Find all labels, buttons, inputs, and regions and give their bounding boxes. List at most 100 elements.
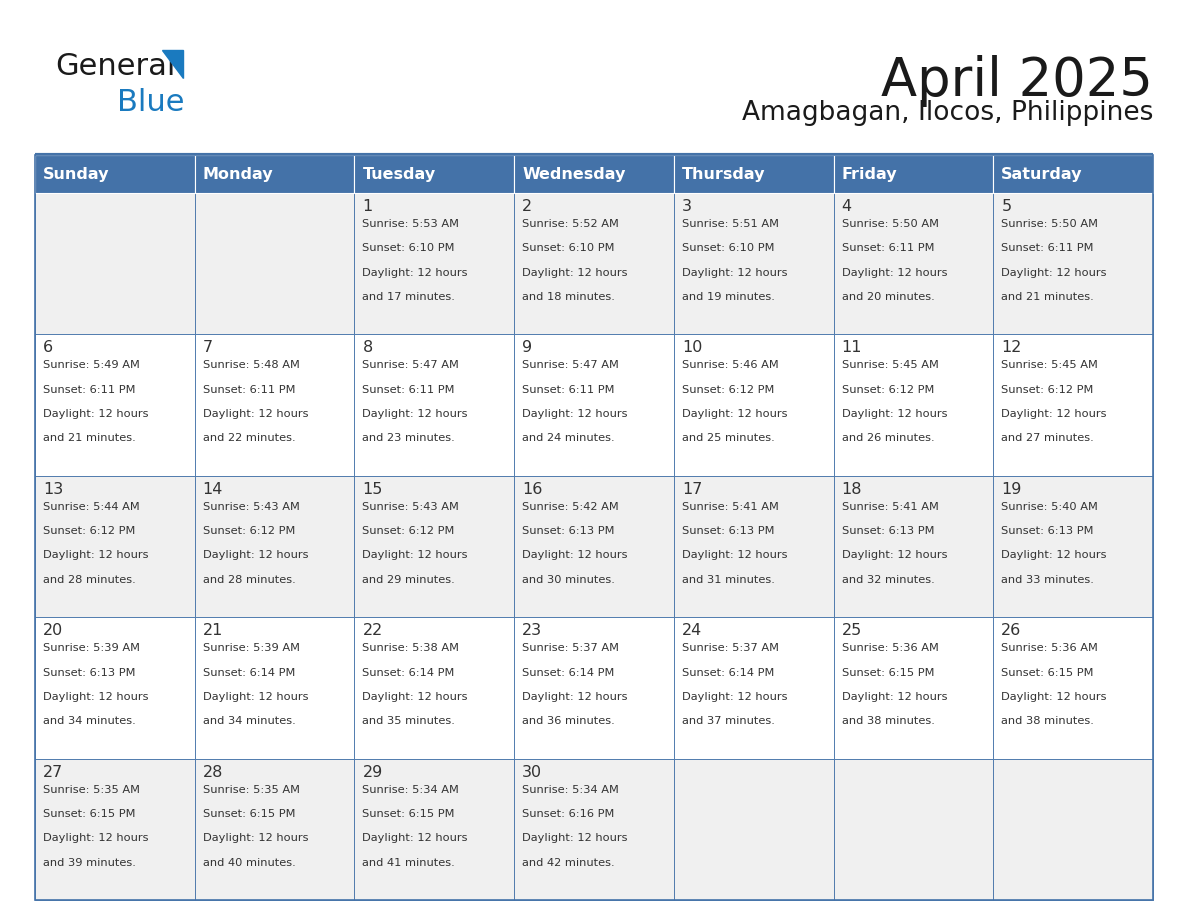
Text: Sunrise: 5:39 AM: Sunrise: 5:39 AM bbox=[203, 644, 299, 654]
Text: Sunset: 6:16 PM: Sunset: 6:16 PM bbox=[523, 809, 614, 819]
Bar bbox=[354, 193, 514, 334]
Text: Sunset: 6:11 PM: Sunset: 6:11 PM bbox=[841, 243, 934, 253]
Text: and 28 minutes.: and 28 minutes. bbox=[43, 575, 135, 585]
Text: and 32 minutes.: and 32 minutes. bbox=[841, 575, 934, 585]
Bar bbox=[354, 334, 514, 476]
Bar bbox=[993, 155, 1154, 193]
Text: Amagbagan, Ilocos, Philippines: Amagbagan, Ilocos, Philippines bbox=[741, 100, 1154, 126]
Bar bbox=[514, 758, 674, 900]
Text: 9: 9 bbox=[523, 341, 532, 355]
Bar bbox=[674, 617, 834, 758]
Bar bbox=[674, 193, 834, 334]
Text: 24: 24 bbox=[682, 623, 702, 638]
Bar bbox=[674, 155, 834, 193]
Bar bbox=[834, 334, 993, 476]
Text: Sunrise: 5:48 AM: Sunrise: 5:48 AM bbox=[203, 361, 299, 370]
Text: April 2025: April 2025 bbox=[881, 55, 1154, 107]
Text: General: General bbox=[55, 52, 176, 81]
Bar bbox=[354, 155, 514, 193]
Text: Daylight: 12 hours: Daylight: 12 hours bbox=[1001, 268, 1107, 277]
Text: Sunrise: 5:36 AM: Sunrise: 5:36 AM bbox=[1001, 644, 1098, 654]
Text: and 28 minutes.: and 28 minutes. bbox=[203, 575, 296, 585]
Text: and 26 minutes.: and 26 minutes. bbox=[841, 433, 934, 443]
Text: 1: 1 bbox=[362, 199, 373, 214]
Bar bbox=[34, 193, 195, 334]
Text: and 35 minutes.: and 35 minutes. bbox=[362, 716, 455, 726]
Text: Daylight: 12 hours: Daylight: 12 hours bbox=[1001, 409, 1107, 419]
Text: and 38 minutes.: and 38 minutes. bbox=[1001, 716, 1094, 726]
Text: Sunrise: 5:46 AM: Sunrise: 5:46 AM bbox=[682, 361, 778, 370]
Text: Daylight: 12 hours: Daylight: 12 hours bbox=[362, 834, 468, 844]
Bar bbox=[195, 617, 354, 758]
Text: 30: 30 bbox=[523, 765, 542, 779]
Text: and 25 minutes.: and 25 minutes. bbox=[682, 433, 775, 443]
Bar bbox=[34, 617, 195, 758]
Text: Sunset: 6:15 PM: Sunset: 6:15 PM bbox=[203, 809, 295, 819]
Text: Sunset: 6:12 PM: Sunset: 6:12 PM bbox=[43, 526, 135, 536]
Text: and 42 minutes.: and 42 minutes. bbox=[523, 857, 614, 868]
Text: Sunset: 6:12 PM: Sunset: 6:12 PM bbox=[203, 526, 295, 536]
Text: Daylight: 12 hours: Daylight: 12 hours bbox=[841, 409, 947, 419]
Text: 20: 20 bbox=[43, 623, 63, 638]
Text: Daylight: 12 hours: Daylight: 12 hours bbox=[1001, 551, 1107, 560]
Text: Sunrise: 5:35 AM: Sunrise: 5:35 AM bbox=[43, 785, 140, 795]
Text: and 30 minutes.: and 30 minutes. bbox=[523, 575, 615, 585]
Text: Sunrise: 5:39 AM: Sunrise: 5:39 AM bbox=[43, 644, 140, 654]
Text: and 33 minutes.: and 33 minutes. bbox=[1001, 575, 1094, 585]
Text: Sunrise: 5:35 AM: Sunrise: 5:35 AM bbox=[203, 785, 299, 795]
Bar bbox=[514, 193, 674, 334]
Text: Sunrise: 5:40 AM: Sunrise: 5:40 AM bbox=[1001, 502, 1098, 512]
Text: 23: 23 bbox=[523, 623, 542, 638]
Text: Sunset: 6:11 PM: Sunset: 6:11 PM bbox=[1001, 243, 1094, 253]
Text: 17: 17 bbox=[682, 482, 702, 497]
Text: Daylight: 12 hours: Daylight: 12 hours bbox=[1001, 692, 1107, 702]
Text: Sunset: 6:12 PM: Sunset: 6:12 PM bbox=[1001, 385, 1094, 395]
Text: Daylight: 12 hours: Daylight: 12 hours bbox=[43, 834, 148, 844]
Text: 3: 3 bbox=[682, 199, 691, 214]
Text: Sunset: 6:13 PM: Sunset: 6:13 PM bbox=[1001, 526, 1094, 536]
Text: Daylight: 12 hours: Daylight: 12 hours bbox=[682, 551, 788, 560]
Text: Daylight: 12 hours: Daylight: 12 hours bbox=[523, 834, 627, 844]
Text: Sunrise: 5:44 AM: Sunrise: 5:44 AM bbox=[43, 502, 140, 512]
Text: Sunset: 6:15 PM: Sunset: 6:15 PM bbox=[841, 667, 934, 677]
Text: Daylight: 12 hours: Daylight: 12 hours bbox=[362, 268, 468, 277]
Text: 7: 7 bbox=[203, 341, 213, 355]
Text: and 36 minutes.: and 36 minutes. bbox=[523, 716, 615, 726]
Text: Sunset: 6:14 PM: Sunset: 6:14 PM bbox=[362, 667, 455, 677]
Text: Saturday: Saturday bbox=[1001, 166, 1082, 182]
Text: Sunset: 6:11 PM: Sunset: 6:11 PM bbox=[43, 385, 135, 395]
Text: Sunrise: 5:34 AM: Sunrise: 5:34 AM bbox=[523, 785, 619, 795]
Bar bbox=[993, 476, 1154, 617]
Text: and 41 minutes.: and 41 minutes. bbox=[362, 857, 455, 868]
Bar bbox=[195, 476, 354, 617]
Text: Sunset: 6:10 PM: Sunset: 6:10 PM bbox=[682, 243, 775, 253]
Text: and 37 minutes.: and 37 minutes. bbox=[682, 716, 775, 726]
Text: 28: 28 bbox=[203, 765, 223, 779]
Bar bbox=[34, 155, 1154, 900]
Text: 18: 18 bbox=[841, 482, 862, 497]
Text: Daylight: 12 hours: Daylight: 12 hours bbox=[841, 268, 947, 277]
Text: Daylight: 12 hours: Daylight: 12 hours bbox=[523, 409, 627, 419]
Text: Daylight: 12 hours: Daylight: 12 hours bbox=[841, 692, 947, 702]
Text: Daylight: 12 hours: Daylight: 12 hours bbox=[362, 409, 468, 419]
Bar bbox=[354, 476, 514, 617]
Text: Daylight: 12 hours: Daylight: 12 hours bbox=[523, 268, 627, 277]
Text: Sunrise: 5:38 AM: Sunrise: 5:38 AM bbox=[362, 644, 460, 654]
Text: Sunset: 6:11 PM: Sunset: 6:11 PM bbox=[362, 385, 455, 395]
Text: Sunset: 6:13 PM: Sunset: 6:13 PM bbox=[523, 526, 614, 536]
Text: Daylight: 12 hours: Daylight: 12 hours bbox=[362, 551, 468, 560]
Text: Sunrise: 5:37 AM: Sunrise: 5:37 AM bbox=[682, 644, 779, 654]
Text: Sunrise: 5:37 AM: Sunrise: 5:37 AM bbox=[523, 644, 619, 654]
Text: and 38 minutes.: and 38 minutes. bbox=[841, 716, 935, 726]
Bar bbox=[514, 476, 674, 617]
Text: Sunrise: 5:49 AM: Sunrise: 5:49 AM bbox=[43, 361, 140, 370]
Text: Daylight: 12 hours: Daylight: 12 hours bbox=[203, 551, 308, 560]
Text: Sunset: 6:14 PM: Sunset: 6:14 PM bbox=[682, 667, 775, 677]
Text: 13: 13 bbox=[43, 482, 63, 497]
Text: and 17 minutes.: and 17 minutes. bbox=[362, 292, 455, 302]
Text: Sunrise: 5:34 AM: Sunrise: 5:34 AM bbox=[362, 785, 460, 795]
Bar bbox=[34, 476, 195, 617]
Text: Daylight: 12 hours: Daylight: 12 hours bbox=[523, 692, 627, 702]
Text: Blue: Blue bbox=[116, 88, 184, 117]
Bar bbox=[34, 758, 195, 900]
